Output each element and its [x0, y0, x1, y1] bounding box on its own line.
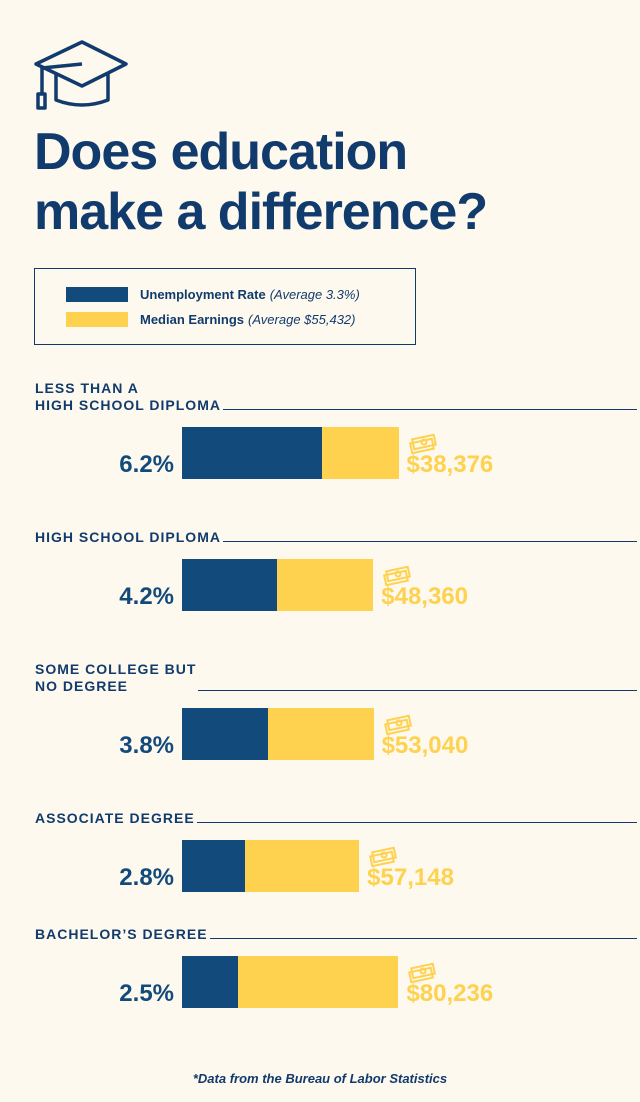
legend-note: (Average $55,432) [248, 312, 356, 327]
bar-row: 2.8% $57,148 [0, 840, 640, 892]
earnings-bar [267, 708, 374, 760]
legend-item: Median Earnings (Average $55,432) [66, 312, 355, 327]
money-icon [369, 845, 398, 872]
divider-line [196, 822, 637, 823]
earnings-label: $48,360 [381, 583, 469, 610]
unemployment-bar [182, 956, 239, 1008]
unemployment-label: 2.8% [119, 864, 174, 891]
divider-line [209, 938, 637, 939]
category-row: LESS THAN A HIGH SCHOOL DIPLOMA 6.2% $38,3… [0, 380, 640, 479]
earnings-label: $57,148 [367, 864, 454, 891]
divider-line [222, 409, 637, 410]
category-header: LESS THAN A HIGH SCHOOL DIPLOMA [0, 380, 640, 414]
category-row: ASSOCIATE DEGREE 2.8% $57,148 [0, 810, 640, 892]
earnings-label: $80,236 [406, 980, 494, 1007]
chart-rows: LESS THAN A HIGH SCHOOL DIPLOMA 6.2% $38,3… [0, 380, 640, 1058]
legend-note: (Average 3.3%) [269, 287, 360, 302]
earnings-bar [322, 427, 399, 479]
bar-row: 6.2% $38,376 [0, 427, 640, 479]
divider-line [222, 541, 637, 542]
money-icon [383, 713, 412, 740]
category-label: BACHELOR’S DEGREE [35, 926, 208, 942]
money-icon [408, 961, 437, 988]
category-header: HIGH SCHOOL DIPLOMA [0, 529, 640, 546]
unemployment-label: 4.2% [119, 583, 174, 610]
money-icon [408, 432, 437, 459]
category-label: ASSOCIATE DEGREE [35, 810, 195, 826]
legend-swatch [66, 312, 128, 327]
bar-row: 4.2% $48,360 [0, 559, 640, 611]
legend-item: Unemployment Rate (Average 3.3%) [66, 287, 360, 302]
earnings-label: $53,040 [381, 732, 469, 759]
divider-line [198, 690, 637, 691]
legend-label: Median Earnings [140, 312, 245, 327]
category-header: BACHELOR’S DEGREE [0, 926, 640, 943]
bar-row: 3.8% $53,040 [0, 708, 640, 760]
category-row: HIGH SCHOOL DIPLOMA 4.2% $48,360 [0, 529, 640, 611]
category-label: LESS THAN A HIGH SCHOOL DIPLOMA [35, 380, 221, 413]
category-label: HIGH SCHOOL DIPLOMA [35, 529, 221, 545]
legend-label: Unemployment Rate [140, 287, 266, 302]
unemployment-bar [182, 708, 268, 760]
unemployment-label: 3.8% [119, 732, 174, 759]
category-header: ASSOCIATE DEGREE [0, 810, 640, 827]
unemployment-bar [182, 427, 322, 479]
earnings-label: $38,376 [406, 451, 494, 478]
legend: Unemployment Rate (Average 3.3%) Median Ea… [34, 268, 416, 345]
unemployment-label: 6.2% [119, 451, 174, 478]
earnings-bar [245, 840, 360, 892]
unemployment-bar [182, 840, 246, 892]
unemployment-label: 2.5% [119, 980, 174, 1007]
graduation-cap-icon [34, 40, 128, 110]
category-label: SOME COLLEGE BUT NO DEGREE [35, 661, 197, 694]
earnings-bar [238, 956, 399, 1008]
title: Does education make a difference? [34, 123, 488, 241]
category-row: BACHELOR’S DEGREE 2.5% $80,236 [0, 926, 640, 1008]
bar-row: 2.5% $80,236 [0, 956, 640, 1008]
category-row: SOME COLLEGE BUT NO DEGREE 3.8% $53,040 [0, 661, 640, 760]
legend-swatch [66, 287, 128, 302]
earnings-bar [276, 559, 374, 611]
category-header: SOME COLLEGE BUT NO DEGREE [0, 661, 640, 695]
source-note: *Data from the Bureau of Labor Statistic… [192, 1071, 448, 1086]
money-icon [383, 564, 412, 591]
unemployment-bar [182, 559, 277, 611]
